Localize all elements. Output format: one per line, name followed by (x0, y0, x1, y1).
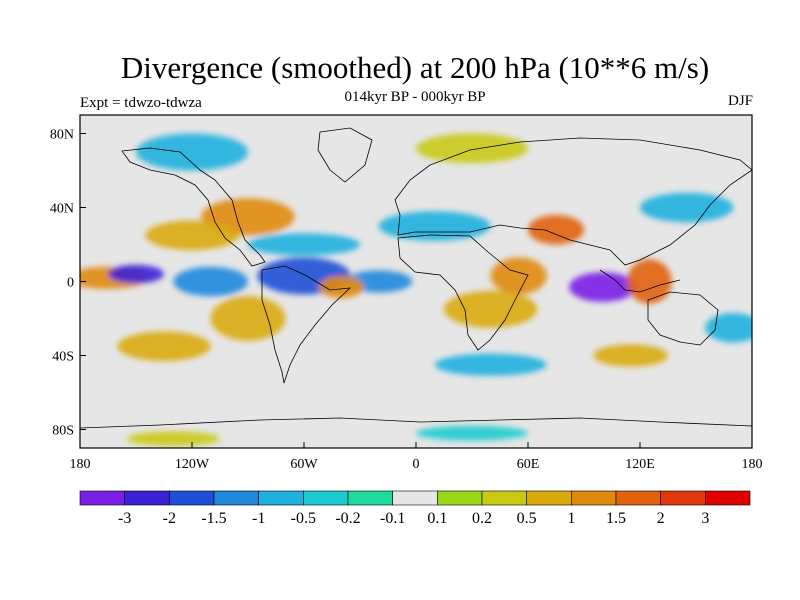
lat-tick-label: 40S (52, 350, 74, 365)
season-label: DJF (727, 93, 753, 109)
colorbar-label: 0.5 (517, 510, 537, 527)
coast-indonesia (599, 269, 681, 293)
longitude-axis: 180 120W 60W 0 60E 120E 180 (70, 442, 763, 472)
colorbar-box (258, 490, 304, 506)
coast-antarctica (80, 417, 752, 429)
map-area (79, 114, 753, 449)
coast-south-america (261, 265, 352, 384)
lon-tick-label: 0 (413, 457, 420, 472)
colorbar-label: 0.2 (472, 510, 492, 527)
colorbar-box (705, 490, 751, 506)
field-cell-20 (593, 344, 669, 367)
colorbar-label: -1 (252, 510, 265, 527)
colorbar-box (526, 490, 572, 506)
field-cell-7 (444, 290, 538, 328)
field-cell-12 (145, 220, 239, 251)
lon-tick-label: 180 (70, 457, 91, 472)
lat-tick-label: 40N (50, 202, 74, 217)
lat-tick-label: 80N (50, 128, 74, 143)
field-cell-10 (528, 214, 584, 245)
colorbar: -3 -2 -1.5 -1 -0.5 -0.2 -0.1 0.1 0.2 0.5 1 1.5 2 3 (79, 490, 751, 527)
colorbar-label: 1.5 (606, 510, 626, 527)
coast-africa (397, 234, 529, 351)
coast-north-america (121, 147, 266, 267)
colorbar-box (213, 490, 259, 506)
colorbar-label: -0.5 (291, 510, 316, 527)
colorbar-box (660, 490, 706, 506)
lon-tick-label: 120E (625, 457, 655, 472)
colorbar-box (437, 490, 483, 506)
field-cell-8 (569, 272, 637, 302)
field-cell-21 (136, 133, 248, 171)
colorbar-label: 2 (657, 510, 665, 527)
field-cell-18 (210, 296, 286, 341)
colorbar-box (347, 490, 393, 506)
colorbar-box (615, 490, 661, 506)
colorbar-label: 3 (701, 510, 709, 527)
field-cell-6 (490, 257, 547, 295)
field-cell-15 (640, 192, 734, 223)
colorbar-label: -1.5 (201, 510, 226, 527)
colorbar-box (481, 490, 527, 506)
field-cell-2 (173, 266, 248, 297)
field-cell-23 (126, 431, 220, 447)
lon-tick-label: 180 (742, 457, 763, 472)
colorbar-label: -3 (118, 510, 131, 527)
colorbar-box (571, 490, 617, 506)
lon-tick-label: 60E (517, 457, 540, 472)
colorbar-label: -0.1 (380, 510, 405, 527)
field-cell-24 (416, 425, 528, 441)
plot-subtitle: 014kyr BP - 000kyr BP (344, 89, 486, 105)
field-cell-9 (626, 259, 672, 304)
field-cell-14 (378, 211, 491, 241)
field-cell-13 (248, 233, 360, 256)
lon-tick-label: 60W (290, 457, 318, 472)
field-cell-22 (416, 133, 528, 164)
field-cell-19 (434, 353, 547, 376)
field-cell-1 (108, 264, 164, 284)
colorbar-box (124, 490, 170, 506)
lat-tick-label: 80S (52, 424, 74, 439)
field-cell-17 (117, 331, 211, 362)
colorbar-label: -2 (163, 510, 176, 527)
colorbar-box (392, 490, 438, 506)
colorbar-box (169, 490, 215, 506)
latitude-axis: 80N 40N 0 40S 80S (50, 128, 86, 439)
coast-australia (647, 291, 719, 346)
field-cell-5 (318, 275, 364, 299)
experiment-label: Expt = tdwzo-tdwza (80, 95, 202, 111)
colorbar-label: 0.1 (427, 510, 447, 527)
lon-tick-label: 120W (175, 457, 210, 472)
coastlines (80, 127, 752, 429)
plot-title: Divergence (smoothed) at 200 hPa (10**6 … (120, 50, 710, 85)
colorbar-box (303, 490, 349, 506)
colorbar-label: -0.2 (335, 510, 360, 527)
colorbar-box (79, 490, 125, 506)
coast-europe-asia (394, 137, 752, 266)
coast-greenland (317, 127, 373, 183)
colorbar-label: 1 (567, 510, 575, 527)
lat-tick-label: 0 (67, 276, 74, 291)
divergence-field (80, 133, 752, 447)
field-cell-16 (705, 312, 752, 343)
